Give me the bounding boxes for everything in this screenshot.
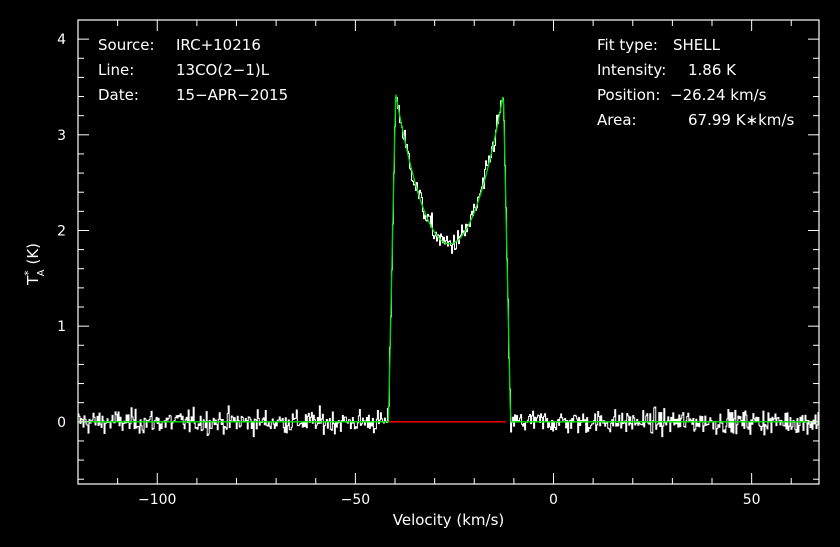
x-axis-label: Velocity (km/s) — [393, 511, 504, 529]
position-value: −26.24 km/s — [670, 86, 767, 104]
info-left: Source: IRC+10216 Line: 13CO(2−1)L Date:… — [98, 36, 288, 104]
y-tick-label: 3 — [57, 128, 66, 144]
x-tick-label: 0 — [549, 492, 558, 508]
y-axis-label-main: T — [24, 275, 42, 286]
info-right: Fit type: SHELL Intensity: 1.86 K Positi… — [597, 36, 794, 129]
source-label: Source: — [98, 36, 155, 54]
source-value: IRC+10216 — [176, 36, 261, 54]
date-value: 15−APR−2015 — [176, 86, 288, 104]
position-label: Position: — [597, 86, 660, 104]
date-label: Date: — [98, 86, 139, 104]
intensity-value: 1.86 K — [688, 61, 737, 79]
y-axis-label-superscript: * — [22, 270, 35, 276]
y-tick-label: 0 — [57, 415, 66, 431]
plot-content — [78, 94, 819, 438]
y-tick-label: 1 — [57, 319, 66, 335]
y-axis-label: T*A (K) — [22, 243, 47, 286]
x-tick-label: 50 — [743, 492, 761, 508]
fit-type-value: SHELL — [673, 36, 721, 54]
y-tick-label: 2 — [57, 223, 66, 239]
intensity-label: Intensity: — [597, 61, 666, 79]
y-axis-label-unit: (K) — [24, 243, 42, 265]
y-axis-label-subscript: A — [36, 269, 47, 276]
area-label: Area: — [597, 111, 637, 129]
plot-frame — [77, 19, 820, 485]
y-tick-label: 4 — [57, 32, 66, 48]
axis-tick-labels: −100 −50 0 50 0 1 2 3 4 — [57, 32, 760, 508]
x-tick-label: −50 — [341, 492, 371, 508]
area-value: 67.99 K∗km/s — [688, 111, 794, 129]
fit-type-label: Fit type: — [597, 36, 658, 54]
fit-curve — [78, 94, 819, 423]
line-label: Line: — [98, 61, 134, 79]
line-value: 13CO(2−1)L — [176, 61, 270, 79]
axis-ticks — [77, 19, 819, 484]
x-tick-label: −100 — [138, 492, 176, 508]
